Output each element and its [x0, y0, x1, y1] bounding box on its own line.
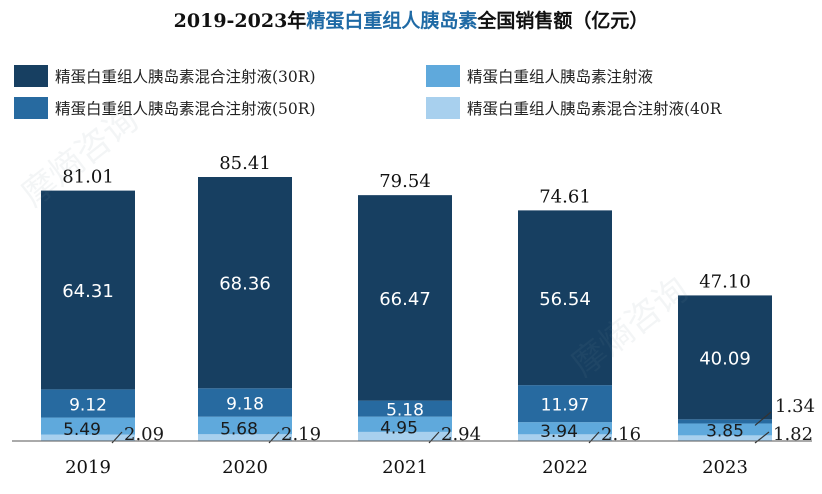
legend-label-40r: 精蛋白重组人胰岛素混合注射液(40R: [467, 100, 722, 118]
total-label-2023: 47.10: [699, 271, 751, 292]
leader-50r-2023: [754, 411, 772, 426]
legend-item-50r: 精蛋白重组人胰岛素混合注射液(50R): [14, 96, 316, 120]
bar-s40r-2020: [198, 434, 292, 441]
title-suffix: 全国销售额（亿元）: [477, 10, 649, 32]
bar-s40r-2021: [358, 431, 452, 441]
label-50r-2020: 9.18: [226, 394, 264, 414]
label-50r-2021: 5.18: [386, 401, 424, 421]
title-prefix: 2019-2023年: [173, 10, 307, 32]
label-30r-2020: 68.36: [219, 274, 271, 295]
x-tick-label-2019: 2019: [65, 457, 111, 478]
total-label-2020: 85.41: [219, 153, 271, 174]
label-40r-2019: 2.09: [124, 424, 164, 445]
label-30r-2023: 40.09: [699, 348, 751, 369]
bar-inj-2019: [41, 417, 135, 435]
bar-s30r-2023: [678, 295, 772, 420]
legend-item-40r: 精蛋白重组人胰岛素混合注射液(40R: [426, 96, 822, 120]
chart-title: 2019-2023年精蛋白重组人胰岛素全国销售额（亿元）: [0, 6, 822, 33]
legend-label-injection: 精蛋白重组人胰岛素注射液: [467, 68, 654, 86]
bar-s50r-2020: [198, 388, 292, 417]
bar-s40r-2022: [518, 434, 612, 441]
bar-s30r-2019: [41, 190, 135, 390]
bar-s50r-2021: [358, 400, 452, 417]
label-40r-2021: 2.94: [441, 424, 481, 445]
bar-s30r-2022: [518, 210, 612, 386]
bar-s30r-2021: [358, 195, 452, 401]
legend-swatch-30r: [14, 65, 48, 87]
label-injection-2019: 5.49: [63, 420, 101, 440]
legend-swatch-injection: [426, 65, 460, 87]
label-injection-2020: 5.68: [220, 419, 258, 439]
x-tick-label-2020: 2020: [222, 457, 268, 478]
bar-inj-2021: [358, 416, 452, 432]
legend-swatch-40r: [426, 97, 460, 119]
label-injection-2023: 3.85: [706, 421, 744, 441]
bar-s50r-2023: [678, 419, 772, 424]
label-30r-2019: 64.31: [62, 281, 114, 302]
bar-inj-2020: [198, 416, 292, 435]
legend-swatch-50r: [14, 97, 48, 119]
total-label-2022: 74.61: [539, 186, 591, 207]
x-tick-label-2022: 2022: [542, 457, 588, 478]
total-label-2021: 79.54: [379, 171, 431, 192]
label-30r-2022: 56.54: [539, 289, 591, 310]
bar-inj-2022: [518, 422, 612, 435]
bar-s50r-2022: [518, 385, 612, 423]
legend-item-30r: 精蛋白重组人胰岛素混合注射液(30R): [14, 64, 316, 88]
label-injection-2021: 4.95: [380, 418, 418, 438]
label-50r-2023: 1.34: [775, 396, 815, 417]
label-40r-2023: 1.82: [773, 424, 813, 445]
bar-s40r-2023: [678, 435, 772, 441]
label-30r-2021: 66.47: [379, 289, 431, 310]
label-50r-2019: 9.12: [69, 395, 107, 415]
x-tick-label-2021: 2021: [382, 457, 428, 478]
title-highlight: 精蛋白重组人胰岛素: [306, 10, 478, 32]
label-40r-2022: 2.16: [601, 424, 641, 445]
x-tick-label-2023: 2023: [702, 457, 748, 478]
legend-label-50r: 精蛋白重组人胰岛素混合注射液(50R): [55, 100, 316, 118]
total-label-2019: 81.01: [62, 167, 114, 188]
bar-s50r-2019: [41, 389, 135, 418]
label-40r-2020: 2.19: [281, 424, 321, 445]
legend-item-injection: 精蛋白重组人胰岛素注射液: [426, 64, 653, 88]
label-50r-2022: 11.97: [541, 396, 590, 416]
bar-inj-2023: [678, 423, 772, 436]
legend-label-30r: 精蛋白重组人胰岛素混合注射液(30R): [55, 68, 316, 86]
bar-s40r-2019: [41, 434, 135, 441]
label-injection-2022: 3.94: [540, 422, 578, 442]
bar-s30r-2020: [198, 177, 292, 389]
